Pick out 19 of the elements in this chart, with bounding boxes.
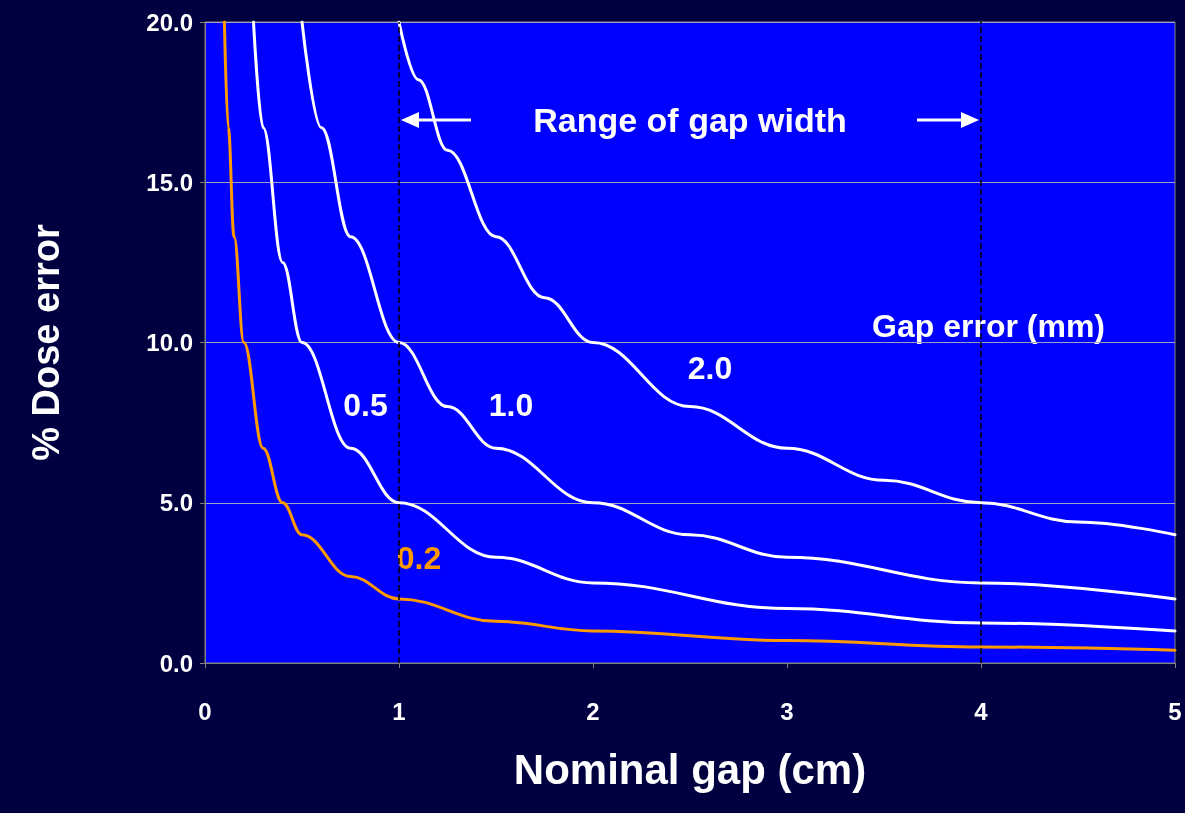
x-tick-label: 5 — [1168, 697, 1182, 725]
annotation: Range of gap width — [533, 101, 847, 139]
y-tick-label: 20.0 — [146, 8, 193, 36]
x-tick-label: 3 — [780, 697, 794, 725]
x-tick-label: 0 — [198, 697, 212, 725]
series-label: 0.2 — [396, 539, 442, 576]
x-tick-label: 2 — [586, 697, 600, 725]
y-tick-label: 0.0 — [159, 649, 193, 677]
y-tick-label: 15.0 — [146, 168, 193, 196]
y-axis-title: % Dose error — [25, 224, 67, 461]
y-tick-label: 10.0 — [146, 329, 193, 356]
x-tick-label: 4 — [974, 697, 989, 725]
series-label: 2.0 — [687, 349, 733, 386]
y-tick-label: 5.0 — [159, 489, 193, 517]
series-label: 1.0 — [488, 387, 534, 424]
legend-title: Gap error (mm) — [872, 308, 1105, 344]
x-tick-label: 1 — [392, 697, 406, 725]
series-label: 0.5 — [343, 387, 388, 424]
x-axis-title: Nominal gap (cm) — [513, 745, 867, 793]
